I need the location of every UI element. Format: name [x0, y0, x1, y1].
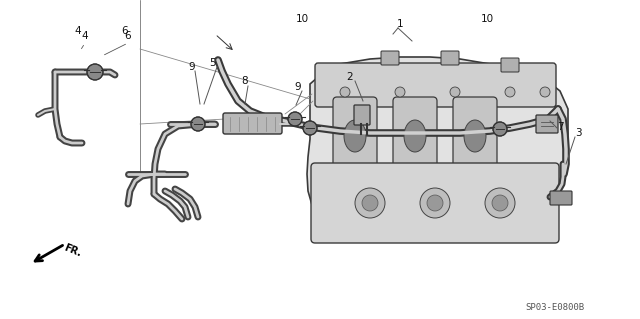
Text: 6: 6 [125, 31, 131, 41]
FancyBboxPatch shape [315, 63, 556, 107]
Circle shape [340, 87, 350, 97]
Circle shape [303, 121, 317, 135]
Circle shape [362, 195, 378, 211]
Circle shape [450, 87, 460, 97]
FancyBboxPatch shape [453, 97, 497, 175]
Text: 6: 6 [122, 26, 128, 36]
FancyBboxPatch shape [501, 58, 519, 72]
Text: 9: 9 [294, 82, 301, 92]
Circle shape [191, 117, 205, 131]
FancyBboxPatch shape [441, 51, 459, 65]
Text: 7: 7 [557, 122, 563, 132]
Circle shape [492, 195, 508, 211]
FancyBboxPatch shape [381, 51, 399, 65]
Circle shape [355, 188, 385, 218]
FancyBboxPatch shape [311, 163, 559, 243]
Circle shape [288, 112, 302, 126]
Ellipse shape [464, 120, 486, 152]
Text: 2: 2 [347, 72, 353, 82]
Polygon shape [307, 57, 568, 241]
Ellipse shape [344, 120, 366, 152]
Ellipse shape [404, 120, 426, 152]
Text: 10: 10 [481, 14, 493, 24]
Circle shape [505, 87, 515, 97]
Circle shape [540, 87, 550, 97]
FancyBboxPatch shape [333, 97, 377, 175]
Circle shape [87, 64, 103, 80]
Text: SP03-E0800B: SP03-E0800B [525, 302, 584, 311]
Circle shape [427, 195, 443, 211]
Text: 4: 4 [75, 26, 81, 36]
Text: 5: 5 [209, 58, 215, 68]
FancyBboxPatch shape [354, 105, 370, 125]
Text: 8: 8 [242, 76, 248, 86]
FancyBboxPatch shape [536, 115, 558, 133]
Text: 3: 3 [575, 128, 581, 138]
Circle shape [420, 188, 450, 218]
FancyBboxPatch shape [223, 113, 282, 134]
Circle shape [485, 188, 515, 218]
Text: FR.: FR. [62, 243, 83, 259]
Text: 1: 1 [397, 19, 403, 29]
FancyBboxPatch shape [393, 97, 437, 175]
Text: 10: 10 [296, 14, 308, 24]
Text: 4: 4 [82, 31, 88, 41]
Text: 9: 9 [189, 62, 195, 72]
Circle shape [493, 122, 507, 136]
Circle shape [395, 87, 405, 97]
FancyBboxPatch shape [550, 191, 572, 205]
